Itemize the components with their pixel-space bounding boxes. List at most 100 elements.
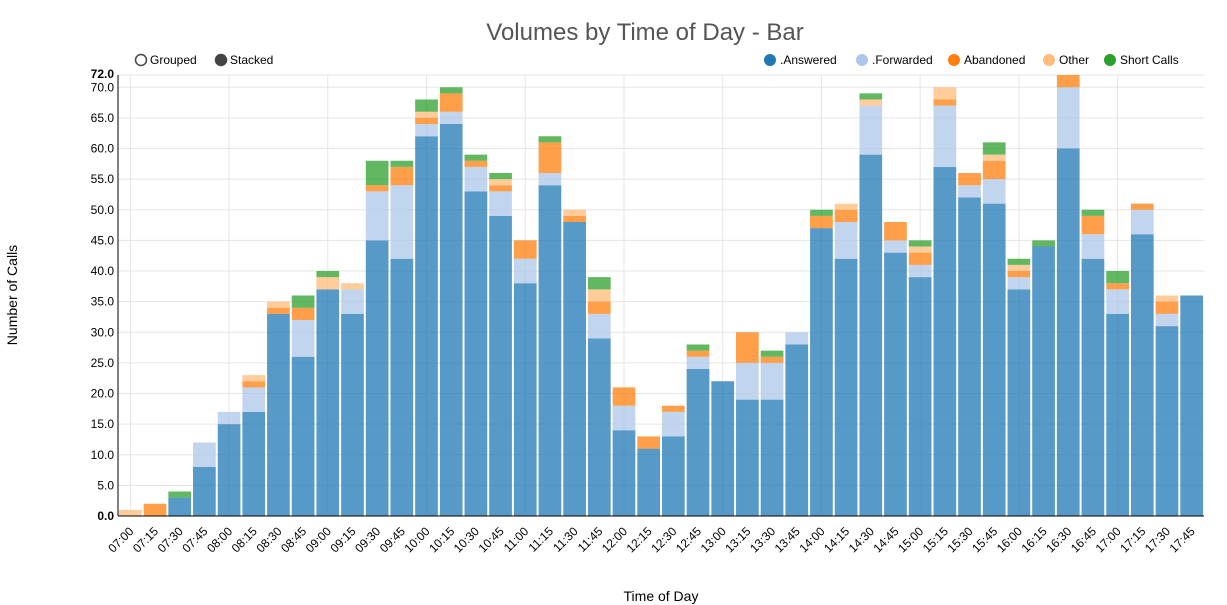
x-tick-label: 16:45 xyxy=(1068,524,1099,555)
bar-forwarded-1730 xyxy=(1155,313,1179,327)
bar-abandoned-1030 xyxy=(464,160,488,167)
legend-label: .Forwarded xyxy=(872,53,933,67)
bar-abandoned-0815 xyxy=(242,381,266,388)
bar-forwarded-0745 xyxy=(193,442,216,467)
bar-forwarded-0845 xyxy=(291,320,315,357)
bar-abandoned-1100 xyxy=(513,240,537,259)
legend-item[interactable]: .Forwarded xyxy=(856,53,933,67)
x-tick-label: 11:15 xyxy=(526,524,557,555)
bar-abandoned-1145 xyxy=(587,301,611,314)
x-tick-label: 10:00 xyxy=(402,524,433,555)
x-tick-label: 13:15 xyxy=(722,524,753,555)
legend-label: .Answered xyxy=(780,53,837,67)
bar-abandoned-1045 xyxy=(489,185,512,192)
bar-answered-1745 xyxy=(1180,295,1204,516)
mode-controls[interactable]: Grouped Stacked xyxy=(134,53,274,67)
mode-option-stacked[interactable]: Stacked xyxy=(214,53,274,67)
bar-abandoned-1400 xyxy=(810,215,833,229)
y-tick-label: 20.0 xyxy=(91,387,115,401)
legend-swatch xyxy=(856,54,868,66)
bar-shortcalls-1145 xyxy=(587,277,611,290)
bar-abandoned-1000 xyxy=(415,117,438,124)
mode-option-grouped[interactable]: Grouped xyxy=(134,53,197,67)
legend-label: Abandoned xyxy=(964,53,1025,67)
x-tick-label: 09:00 xyxy=(303,524,334,555)
bar-other-1145 xyxy=(587,289,611,302)
bar-shortcalls-0900 xyxy=(316,271,340,278)
legend-label: Other xyxy=(1059,53,1089,67)
bar-shortcalls-1545 xyxy=(982,142,1006,155)
bar-other-1415 xyxy=(834,203,858,210)
bar-forwarded-1700 xyxy=(1106,289,1129,314)
x-tick-label: 16:00 xyxy=(994,524,1025,555)
y-tick-label: 70.0 xyxy=(91,80,115,94)
mode-label: Grouped xyxy=(150,53,197,67)
bar-abandoned-1500 xyxy=(908,252,932,265)
bar-shortcalls-1400 xyxy=(810,209,833,216)
bar-abandoned-0930 xyxy=(365,185,389,192)
x-tick-label: 15:30 xyxy=(945,524,976,555)
bar-abandoned-1730 xyxy=(1155,301,1179,314)
y-axis-title: Number of Calls xyxy=(4,245,20,345)
bar-answered-0915 xyxy=(341,313,364,516)
bar-forwarded-1145 xyxy=(587,313,611,339)
legend-item[interactable]: .Answered xyxy=(764,53,837,67)
legend-item[interactable]: Other xyxy=(1043,53,1089,67)
bar-shortcalls-0730 xyxy=(168,491,192,498)
bar-shortcalls-1615 xyxy=(1032,240,1055,247)
bar-shortcalls-1430 xyxy=(859,93,883,100)
bar-abandoned-1445 xyxy=(884,222,907,241)
bar-shortcalls-1700 xyxy=(1106,271,1129,284)
bar-other-1545 xyxy=(982,154,1006,161)
x-tick-label: 16:15 xyxy=(1019,524,1050,555)
x-tick-label: 15:00 xyxy=(895,524,926,555)
bar-shortcalls-1645 xyxy=(1081,209,1105,216)
bar-answered-1300 xyxy=(711,381,735,516)
y-tick-label: 50.0 xyxy=(91,203,115,217)
bar-forwarded-1630 xyxy=(1056,87,1080,149)
x-tick-label: 17:45 xyxy=(1167,524,1198,555)
bar-forwarded-1015 xyxy=(439,111,463,124)
bar-answered-1315 xyxy=(736,399,759,516)
y-tick-label: 40.0 xyxy=(91,264,115,278)
bar-forwarded-1315 xyxy=(736,362,759,400)
legend-swatch xyxy=(1043,54,1055,66)
bar-abandoned-1530 xyxy=(958,173,981,186)
mode-label: Stacked xyxy=(230,53,273,67)
bar-other-1130 xyxy=(563,209,586,216)
legend: .Answered .Forwarded Abandoned Other Short C… xyxy=(764,53,1179,67)
bar-shortcalls-1000 xyxy=(415,99,438,112)
bar-answered-1000 xyxy=(415,136,438,516)
x-tick-label: 08:00 xyxy=(204,524,235,555)
legend-item[interactable]: Short Calls xyxy=(1104,53,1179,67)
x-tick-label: 08:45 xyxy=(278,524,309,555)
bar-other-0700 xyxy=(118,509,142,516)
bar-shortcalls-1330 xyxy=(760,350,784,357)
y-tick-label: 35.0 xyxy=(91,295,115,309)
y-max-label: 72.0 xyxy=(91,67,115,81)
bar-other-1500 xyxy=(908,246,932,253)
bar-answered-0900 xyxy=(316,289,340,516)
x-tick-label: 13:30 xyxy=(747,524,778,555)
bar-answered-1545 xyxy=(982,203,1006,516)
bar-answered-1015 xyxy=(439,124,463,516)
bar-answered-1400 xyxy=(810,228,833,516)
x-tick-label: 14:30 xyxy=(846,524,877,555)
bars xyxy=(118,75,1204,516)
bar-forwarded-1445 xyxy=(884,240,907,253)
x-tick-label: 11:30 xyxy=(550,524,581,555)
legend-item[interactable]: Abandoned xyxy=(948,53,1025,67)
bar-abandoned-1230 xyxy=(661,405,685,412)
y-tick-label: 10.0 xyxy=(91,448,115,462)
bar-forwarded-1600 xyxy=(1007,277,1031,290)
legend-swatch xyxy=(1104,54,1116,66)
bar-forwarded-1345 xyxy=(785,332,809,345)
bar-forwarded-0930 xyxy=(365,191,389,241)
legend-swatch xyxy=(948,54,960,66)
y-tick-label: 25.0 xyxy=(91,356,115,370)
legend-label: Short Calls xyxy=(1120,53,1179,67)
bar-abandoned-0830 xyxy=(267,307,290,314)
bar-answered-1600 xyxy=(1007,289,1031,516)
bar-answered-0730 xyxy=(168,497,192,516)
bar-abandoned-1245 xyxy=(686,350,710,357)
